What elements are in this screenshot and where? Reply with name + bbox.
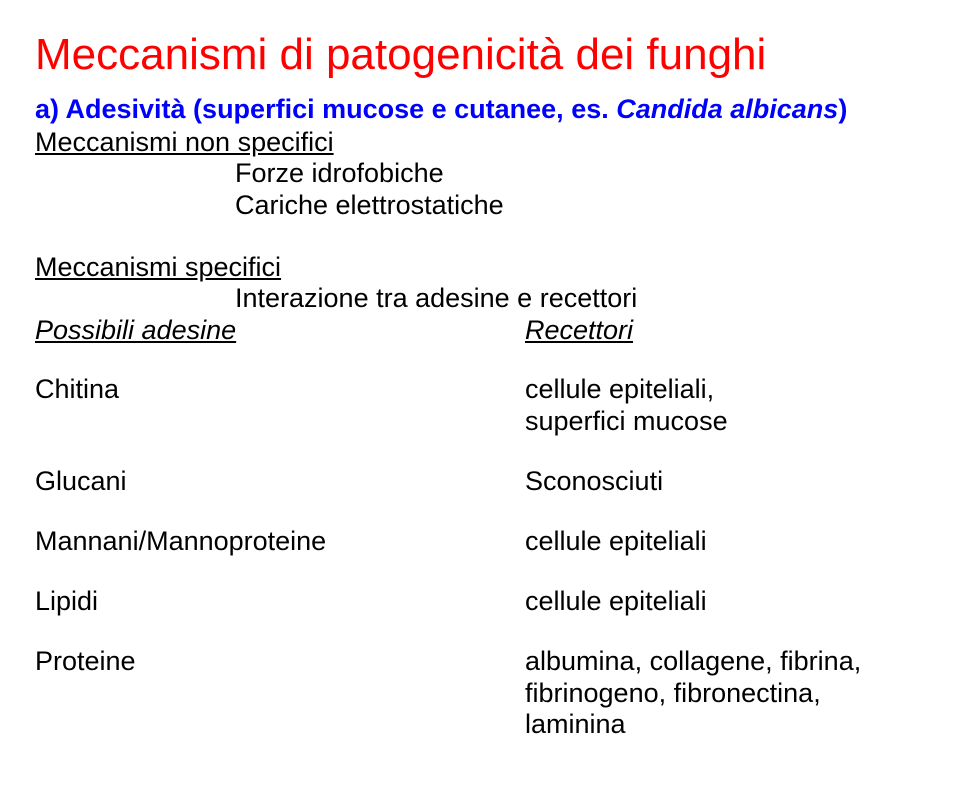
subtitle-bold-1: a) Adesività (superfici mucose e cutanee…	[35, 94, 616, 124]
cell-left: Lipidi	[35, 586, 525, 618]
table-row: Chitina cellule epiteliali,superfici muc…	[35, 374, 925, 438]
cell-right: cellule epiteliali	[525, 586, 925, 618]
subtitle-italic: Candida albicans	[616, 94, 838, 124]
table-body: Chitina cellule epiteliali,superfici muc…	[35, 374, 925, 741]
table-header-row: Possibili adesine Recettori	[35, 315, 925, 347]
nonspecific-heading: Meccanismi non specifici	[35, 127, 925, 158]
table-row: Glucani Sconosciuti	[35, 466, 925, 498]
page-title: Meccanismi di patogenicità dei funghi	[35, 30, 925, 80]
table-row: Proteine albumina, collagene, fibrina,fi…	[35, 646, 925, 742]
cell-right: cellule epiteliali,superfici mucose	[525, 374, 925, 438]
table-header-left: Possibili adesine	[35, 315, 525, 347]
cell-left: Chitina	[35, 374, 525, 438]
table-row: Lipidi cellule epiteliali	[35, 586, 925, 618]
table-header-right: Recettori	[525, 315, 925, 347]
nonspecific-line-1: Forze idrofobiche	[235, 158, 925, 190]
cell-right: Sconosciuti	[525, 466, 925, 498]
cell-left: Proteine	[35, 646, 525, 742]
subtitle: a) Adesività (superfici mucose e cutanee…	[35, 94, 925, 125]
cell-left: Glucani	[35, 466, 525, 498]
specific-heading: Meccanismi specifici	[35, 252, 925, 283]
table-row: Mannani/Mannoproteine cellule epiteliali	[35, 526, 925, 558]
specific-sub: Interazione tra adesine e recettori	[235, 283, 925, 315]
cell-right: cellule epiteliali	[525, 526, 925, 558]
cell-left: Mannani/Mannoproteine	[35, 526, 525, 558]
nonspecific-line-2: Cariche elettrostatiche	[235, 190, 925, 222]
subtitle-bold-2: )	[838, 94, 847, 124]
cell-right: albumina, collagene, fibrina,fibrinogeno…	[525, 646, 925, 742]
